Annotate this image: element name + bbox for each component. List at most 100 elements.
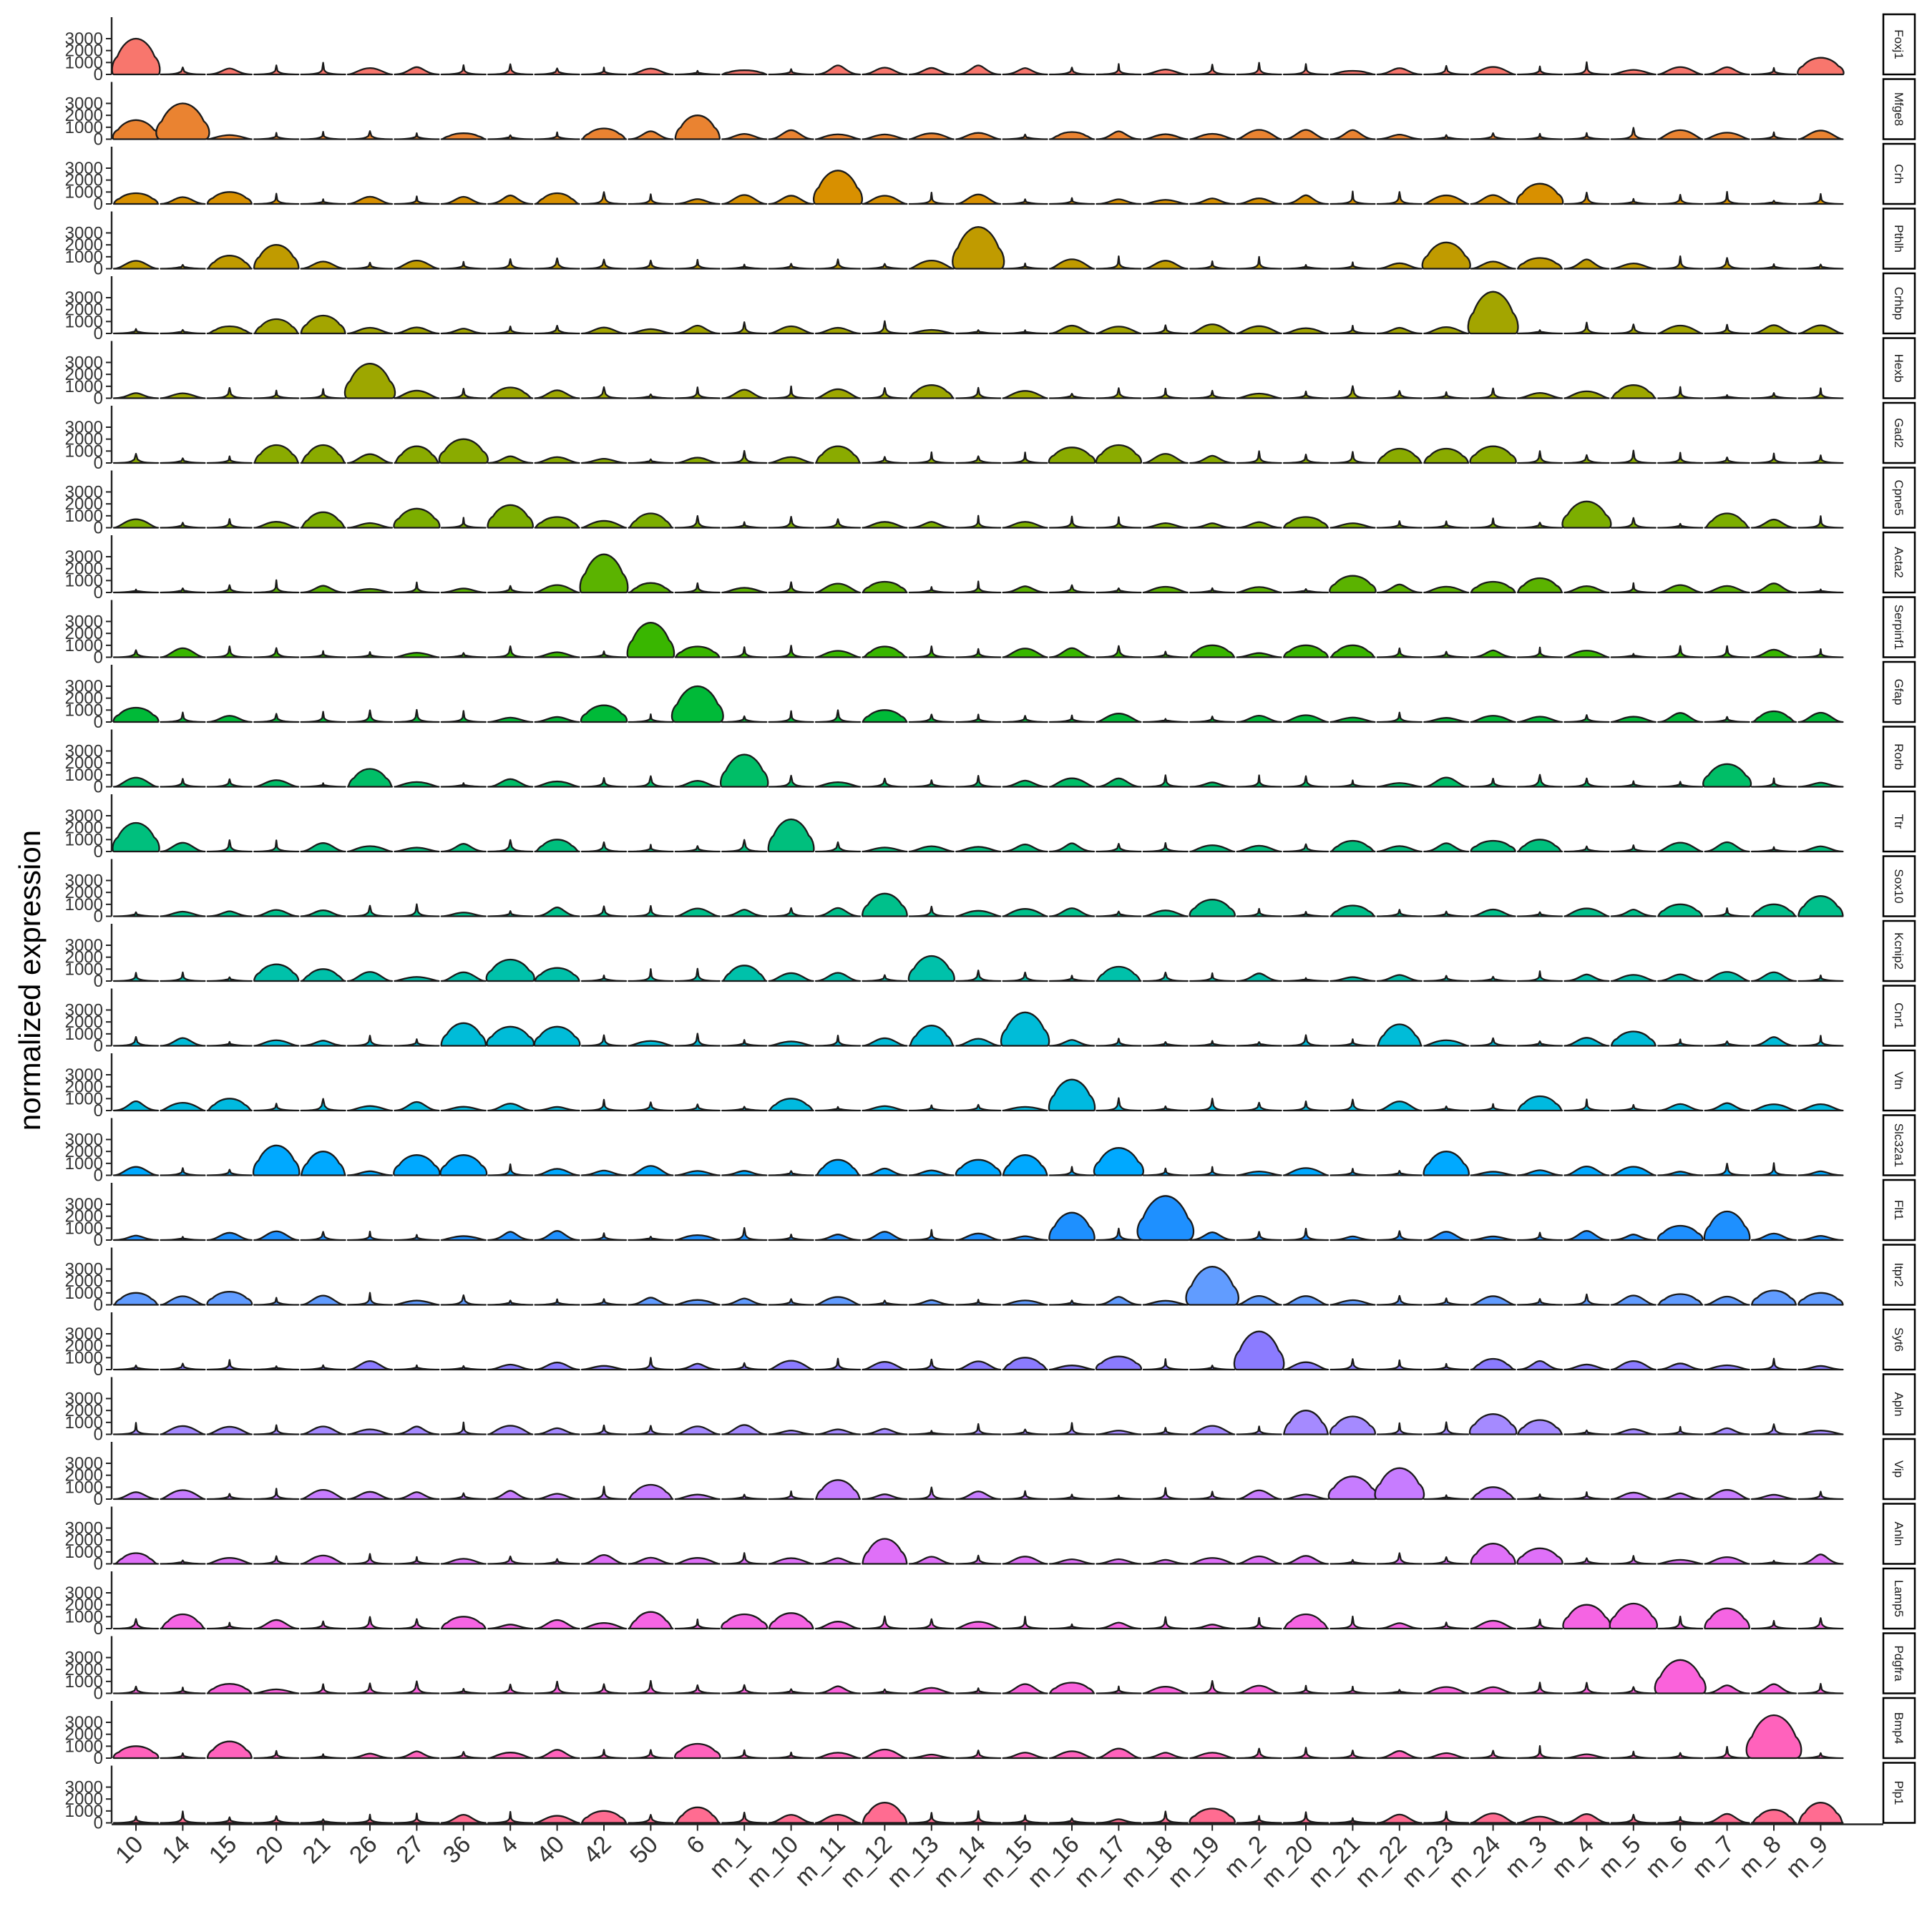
x-tick-label-42: 42 bbox=[578, 1830, 617, 1869]
violin-pthlh-m_21 bbox=[1330, 261, 1376, 270]
violin-ttr-36 bbox=[440, 843, 487, 853]
violin-apln-m_10 bbox=[768, 1429, 814, 1435]
violin-pthlh-m_7 bbox=[1704, 257, 1750, 270]
violin-foxj1-m_12 bbox=[862, 67, 908, 76]
violin-itpr2-m_11 bbox=[814, 1296, 862, 1306]
violin-mfge8-m_3 bbox=[1516, 132, 1563, 140]
violin-serpinf1-26 bbox=[346, 651, 394, 658]
violin-slc32a1-m_3 bbox=[1516, 1169, 1563, 1176]
violin-serpinf1-m_21 bbox=[1330, 644, 1376, 658]
violin-cpne5-14 bbox=[160, 522, 206, 529]
violin-hexb-m_24 bbox=[1470, 387, 1516, 399]
violin-ttr-26 bbox=[346, 845, 394, 853]
violin-pthlh-6 bbox=[674, 258, 721, 270]
violin-slc32a1-6 bbox=[674, 1170, 721, 1176]
violin-pdgfra-m_1 bbox=[721, 1684, 768, 1694]
violin-itpr2-m_9 bbox=[1797, 1292, 1844, 1306]
violin-acta2-m_21 bbox=[1329, 575, 1377, 594]
y-tick-label: 2000 bbox=[65, 948, 103, 967]
violin-plp1-36 bbox=[440, 1813, 487, 1824]
violin-kcnip2-20 bbox=[253, 963, 300, 982]
violin-crhbp-m_17 bbox=[1096, 326, 1142, 335]
violin-crh-m_15 bbox=[1002, 198, 1048, 205]
violin-mfge8-m_9 bbox=[1797, 130, 1844, 140]
violin-plp1-m_15 bbox=[1002, 1814, 1048, 1824]
violin-pthlh-10 bbox=[112, 260, 160, 270]
violin-rorb-21 bbox=[300, 782, 346, 788]
violin-vtn-m_7 bbox=[1704, 1102, 1750, 1112]
violin-itpr2-m_10 bbox=[768, 1298, 814, 1306]
strip-label-cpne5: Cpne5 bbox=[1892, 479, 1906, 515]
violin-acta2-m_24 bbox=[1470, 580, 1516, 594]
violin-anln-m_11 bbox=[814, 1557, 862, 1565]
violin-sox10-m_22 bbox=[1376, 909, 1423, 917]
violin-crh-10 bbox=[112, 192, 160, 205]
violin-hexb-m_6 bbox=[1657, 386, 1704, 399]
strip-label-flt1: Flt1 bbox=[1892, 1200, 1906, 1220]
violin-mfge8-26 bbox=[346, 130, 394, 140]
violin-acta2-36 bbox=[440, 587, 487, 594]
violin-serpinf1-m_19 bbox=[1189, 644, 1236, 658]
violin-ttr-m_1 bbox=[721, 839, 768, 853]
violin-mfge8-m_11 bbox=[814, 133, 862, 140]
violin-plp1-m_3 bbox=[1516, 1815, 1563, 1824]
violin-itpr2-m_5 bbox=[1610, 1294, 1657, 1306]
violin-rorb-40 bbox=[534, 780, 580, 788]
violin-mfge8-m_13 bbox=[908, 132, 955, 140]
violin-crh-m_10 bbox=[768, 195, 814, 205]
violin-kcnip2-15 bbox=[206, 976, 253, 982]
violin-cnr1-m_20 bbox=[1282, 1034, 1330, 1047]
violin-pdgfra-m_24 bbox=[1470, 1686, 1516, 1694]
violin-serpinf1-m_17 bbox=[1096, 645, 1142, 658]
violin-flt1-21 bbox=[300, 1231, 346, 1241]
violin-crhbp-10 bbox=[112, 328, 160, 335]
violin-vtn-20 bbox=[253, 1103, 300, 1112]
violin-kcnip2-m_16 bbox=[1048, 975, 1096, 982]
violin-foxj1-14 bbox=[160, 67, 206, 76]
violin-lamp5-m_18 bbox=[1142, 1616, 1189, 1630]
violin-crh-m_20 bbox=[1282, 194, 1330, 205]
violin-gad2-m_16 bbox=[1048, 447, 1096, 464]
violin-lamp5-m_5 bbox=[1609, 1602, 1659, 1630]
violin-syt6-m_9 bbox=[1797, 1365, 1844, 1371]
violin-kcnip2-m_15 bbox=[1002, 971, 1048, 982]
y-tick-label: 0 bbox=[94, 583, 103, 602]
violin-vtn-m_10 bbox=[768, 1098, 814, 1112]
violin-gad2-m_15 bbox=[1002, 452, 1048, 464]
violin-rorb-m_10 bbox=[768, 774, 814, 788]
violin-lamp5-m_16 bbox=[1048, 1623, 1096, 1630]
y-tick-label: 0 bbox=[94, 972, 103, 991]
violin-cpne5-m_2 bbox=[1236, 521, 1282, 529]
violin-sox10-m_7 bbox=[1704, 907, 1750, 917]
violin-slc32a1-42 bbox=[580, 1169, 628, 1176]
violin-acta2-20 bbox=[253, 579, 300, 594]
violin-mfge8-m_21 bbox=[1330, 129, 1376, 140]
violin-slc32a1-m_13 bbox=[908, 1169, 955, 1176]
violin-hexb-m_13 bbox=[908, 384, 955, 399]
violin-apln-m_23 bbox=[1423, 1421, 1470, 1435]
violin-vip-m_9 bbox=[1797, 1491, 1844, 1501]
violin-crh-m_17 bbox=[1096, 198, 1142, 205]
violin-cnr1-42 bbox=[580, 1034, 628, 1047]
x-tick-label-36: 36 bbox=[438, 1830, 477, 1869]
violin-pdgfra-m_7 bbox=[1704, 1684, 1750, 1694]
y-tick-label: 2000 bbox=[65, 171, 103, 190]
violin-serpinf1-m_9 bbox=[1797, 648, 1844, 658]
violin-cnr1-m_6 bbox=[1657, 1038, 1704, 1047]
strip-box bbox=[1882, 919, 1916, 982]
violin-apln-50 bbox=[628, 1425, 674, 1435]
violin-bmp4-m_14 bbox=[955, 1750, 1002, 1760]
strip-label-kcnip2: Kcnip2 bbox=[1892, 932, 1906, 970]
violin-kcnip2-m_20 bbox=[1282, 977, 1330, 982]
violin-crhbp-m_8 bbox=[1750, 324, 1797, 335]
y-tick-label: 0 bbox=[94, 1296, 103, 1315]
violin-rorb-m_16 bbox=[1048, 777, 1096, 788]
violin-crhbp-21 bbox=[300, 314, 346, 335]
x-tick-label-m_13: m_13 bbox=[882, 1830, 944, 1893]
violin-crhbp-50 bbox=[628, 328, 674, 335]
violin-sox10-15 bbox=[206, 910, 253, 917]
